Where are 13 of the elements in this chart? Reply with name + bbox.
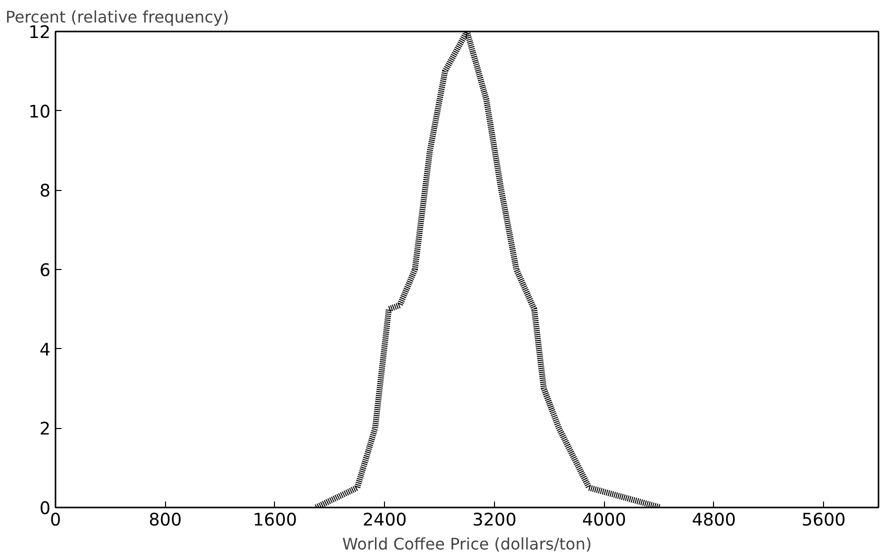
y-tick-label: 6 (39, 261, 51, 281)
x-tick-label: 5600 (802, 510, 846, 530)
y-tick-label: 10 (28, 102, 51, 122)
x-tick-label: 3200 (472, 510, 516, 530)
x-tick-label: 4000 (582, 510, 626, 530)
x-axis-title: World Coffee Price (dollars/ton) (342, 534, 592, 554)
x-tick-label: 800 (148, 510, 182, 530)
y-tick-label: 4 (39, 340, 51, 360)
y-tick-label: 8 (39, 182, 51, 202)
x-tick-label: 1600 (252, 510, 298, 530)
y-tick-label: 2 (39, 420, 51, 440)
x-tick-label: 2400 (362, 510, 407, 530)
x-tick-label: 4800 (692, 510, 736, 530)
